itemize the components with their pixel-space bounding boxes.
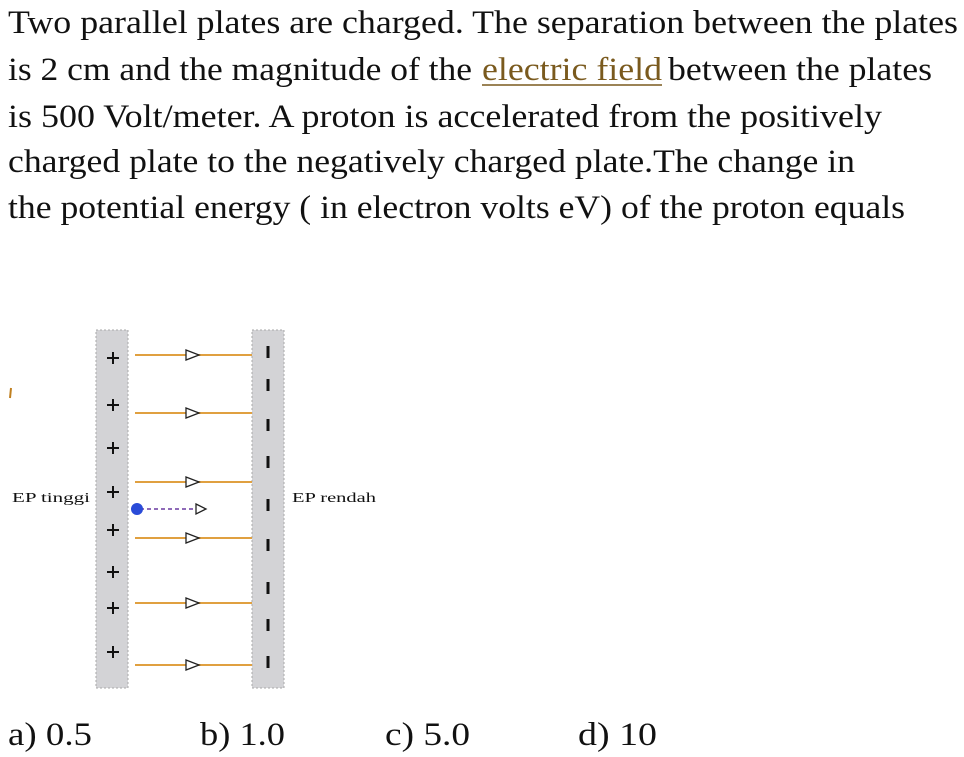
link[interactable]: electric field	[482, 52, 663, 88]
positive-plate	[95, 329, 129, 689]
question: Two parallel plates are charged. The sep…	[8, 5, 958, 226]
question-line: Two parallel plates are charged. The sep…	[8, 5, 958, 41]
field-arrow	[185, 659, 201, 671]
plus-sign	[107, 486, 119, 498]
stray-mark	[9, 387, 12, 399]
question-line: between the plates	[668, 52, 932, 88]
option[interactable]: c) 5.0	[385, 717, 470, 753]
right-label: EP rendah	[292, 491, 376, 506]
left-label: EP tinggi	[12, 491, 90, 506]
proton	[131, 503, 143, 515]
plus-sign	[107, 524, 119, 536]
question-line: charged plate to the negatively charged …	[8, 144, 855, 180]
plus-sign	[107, 646, 119, 658]
field-arrow	[185, 476, 201, 488]
option[interactable]: d) 10	[578, 717, 657, 753]
options: a) 0.5 b) 1.0 c) 5.0 d) 10	[8, 717, 657, 753]
field-arrow	[185, 349, 201, 361]
option[interactable]: b) 1.0	[200, 717, 285, 753]
arrowhead	[195, 502, 208, 516]
diagram: EP tinggi EP rendah	[12, 329, 376, 689]
field-arrow	[185, 597, 201, 609]
field-arrow	[185, 532, 201, 544]
plus-sign	[107, 602, 119, 614]
plus-sign	[107, 442, 119, 454]
plus-sign	[107, 352, 119, 364]
plus-sign	[107, 566, 119, 578]
question-line: is 2 cm and the magnitude of the	[8, 52, 472, 88]
question-line: is 500 Volt/meter. A proton is accelerat…	[8, 99, 883, 135]
plus-sign	[107, 399, 119, 411]
field-arrow	[185, 407, 201, 419]
option[interactable]: a) 0.5	[8, 717, 92, 753]
question-line: the potential energy ( in electron volts…	[8, 190, 905, 226]
